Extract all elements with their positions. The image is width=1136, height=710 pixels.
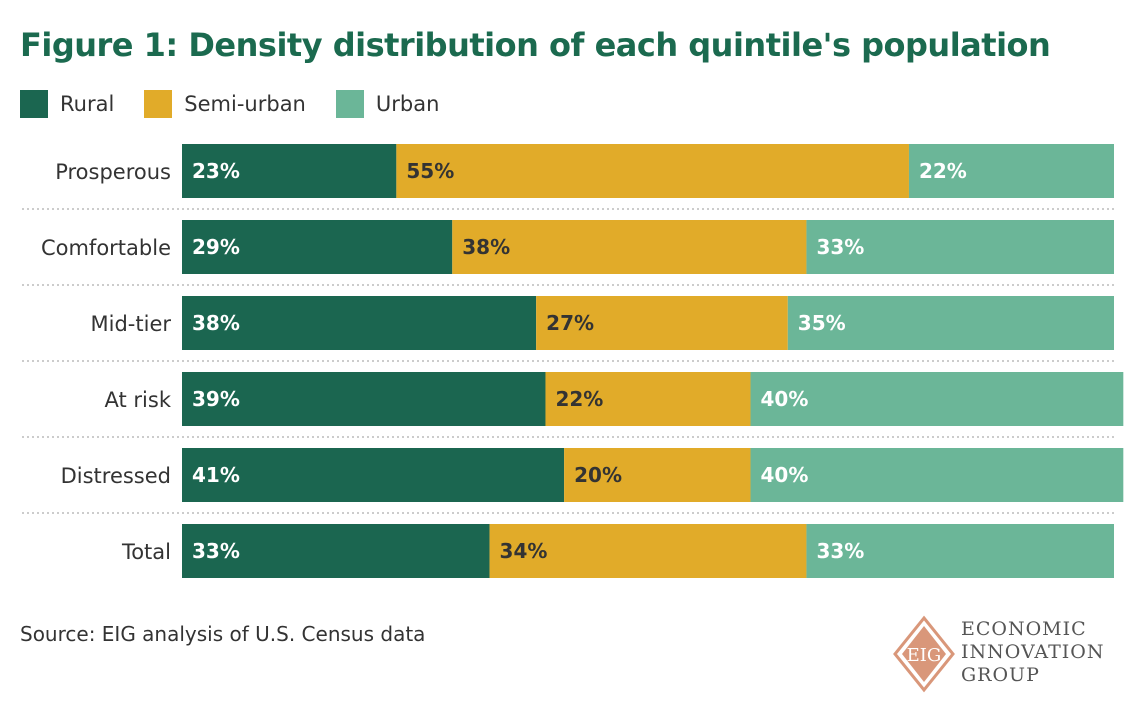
- eig-monogram: EIG: [907, 645, 942, 666]
- value-label-at-risk-urban: 40%: [761, 387, 809, 411]
- legend-label-rural: Rural: [60, 92, 115, 116]
- legend-swatch-semi-urban: [144, 90, 173, 118]
- value-label-prosperous-semi-urban: 55%: [406, 159, 454, 183]
- bar-prosperous-semi-urban: [396, 144, 909, 198]
- bar-total-urban: [806, 524, 1114, 578]
- eig-logo: EIG ECONOMIC INNOVATION GROUP: [893, 614, 1123, 694]
- bar-at-risk-urban: [750, 372, 1124, 426]
- bar-total-semi-urban: [489, 524, 807, 578]
- bar-distressed-rural: [182, 448, 565, 502]
- value-label-mid-tier-rural: 38%: [192, 311, 240, 335]
- value-label-comfortable-semi-urban: 38%: [462, 235, 510, 259]
- legend-item-urban: Urban: [335, 90, 440, 118]
- stacked-bar-chart: Prosperous 23% 55% 22% Comfortable 29% 38% 33% M…: [22, 144, 1124, 578]
- value-label-total-urban: 33%: [816, 539, 864, 563]
- legend-item-semi-urban: Semi-urban: [144, 90, 306, 118]
- logo-line-2: INNOVATION: [961, 641, 1105, 663]
- source-note: Source: EIG analysis of U.S. Census data: [20, 622, 426, 646]
- bar-at-risk-semi-urban: [545, 372, 751, 426]
- bar-total-rural: [182, 524, 490, 578]
- bar-comfortable-urban: [806, 220, 1114, 274]
- value-label-at-risk-semi-urban: 22%: [555, 387, 603, 411]
- value-label-distressed-urban: 40%: [761, 463, 809, 487]
- category-label-distressed: Distressed: [61, 464, 171, 488]
- legend-swatch-rural: [20, 90, 48, 118]
- bar-comfortable-rural: [182, 220, 453, 274]
- logo-line-1: ECONOMIC: [961, 618, 1087, 640]
- value-label-comfortable-urban: 33%: [816, 235, 864, 259]
- bar-distressed-semi-urban: [564, 448, 751, 502]
- bar-mid-tier-semi-urban: [536, 296, 788, 350]
- value-label-prosperous-urban: 22%: [919, 159, 967, 183]
- value-label-mid-tier-semi-urban: 27%: [546, 311, 594, 335]
- value-label-total-semi-urban: 34%: [500, 539, 548, 563]
- category-label-at-risk: At risk: [105, 388, 172, 412]
- bar-distressed-urban: [750, 448, 1124, 502]
- legend-label-semi-urban: Semi-urban: [184, 92, 306, 116]
- category-label-prosperous: Prosperous: [55, 160, 171, 184]
- bar-prosperous-rural: [182, 144, 397, 198]
- value-label-comfortable-rural: 29%: [192, 235, 240, 259]
- bar-prosperous-urban: [908, 144, 1114, 198]
- value-label-total-rural: 33%: [192, 539, 240, 563]
- value-label-mid-tier-urban: 35%: [798, 311, 846, 335]
- bar-mid-tier-rural: [182, 296, 537, 350]
- bar-at-risk-rural: [182, 372, 546, 426]
- legend-swatch-urban: [335, 90, 364, 118]
- legend: Rural Semi-urban Urban: [20, 89, 469, 119]
- bar-comfortable-semi-urban: [452, 220, 807, 274]
- value-label-distressed-semi-urban: 20%: [574, 463, 622, 487]
- logo-line-3: GROUP: [961, 664, 1040, 686]
- chart-title: Figure 1: Density distribution of each q…: [20, 26, 1051, 64]
- value-label-distressed-rural: 41%: [192, 463, 240, 487]
- category-label-comfortable: Comfortable: [41, 236, 171, 260]
- category-label-mid-tier: Mid-tier: [91, 312, 172, 336]
- eig-logo-mark: EIG: [893, 615, 955, 693]
- legend-label-urban: Urban: [375, 92, 440, 116]
- eig-logo-wordmark: ECONOMIC INNOVATION GROUP: [961, 618, 1105, 687]
- category-label-total: Total: [121, 540, 171, 564]
- legend-item-rural: Rural: [20, 90, 114, 118]
- value-label-at-risk-rural: 39%: [192, 387, 240, 411]
- value-label-prosperous-rural: 23%: [192, 159, 240, 183]
- bar-mid-tier-urban: [787, 296, 1114, 350]
